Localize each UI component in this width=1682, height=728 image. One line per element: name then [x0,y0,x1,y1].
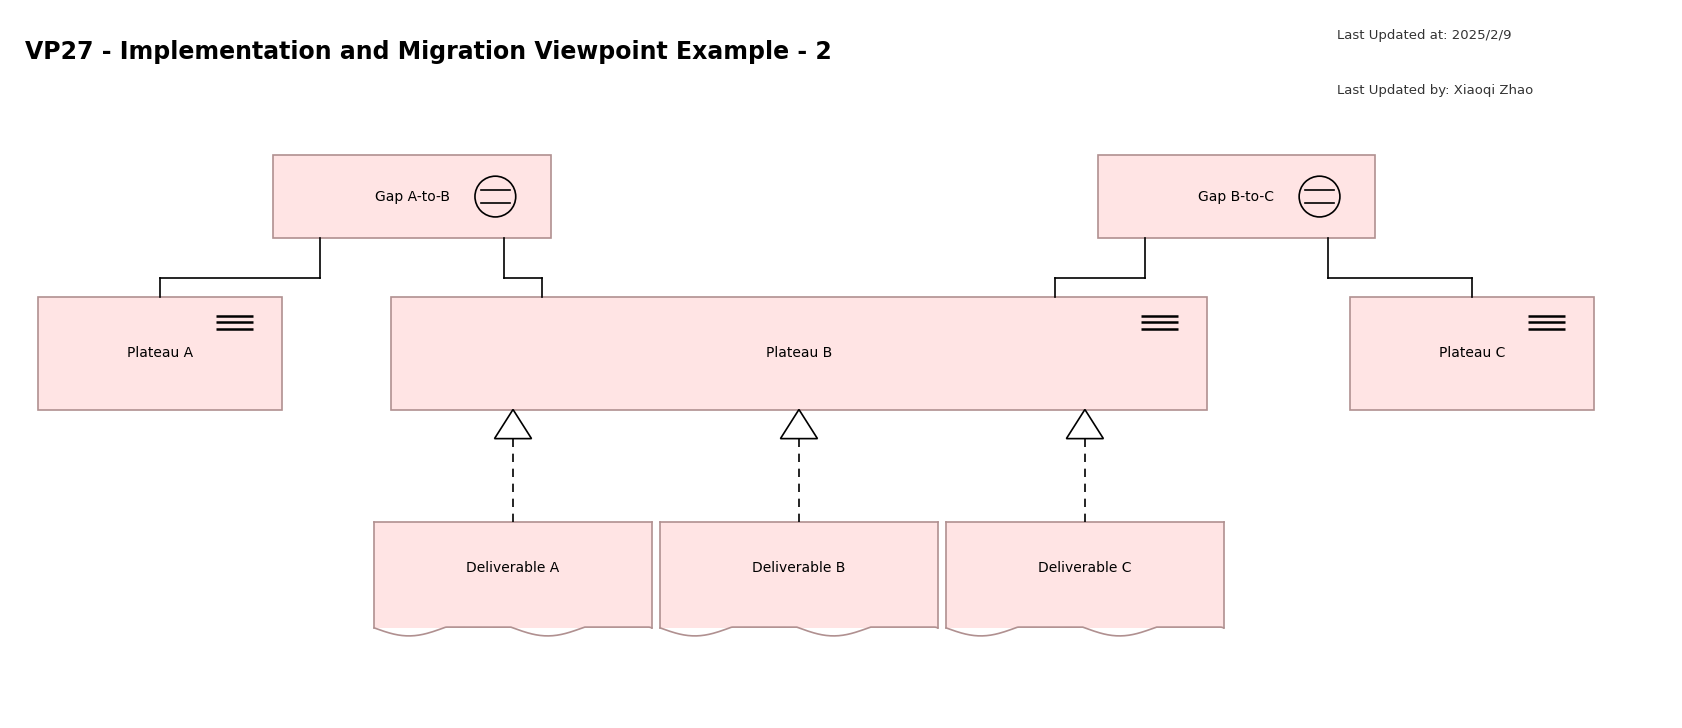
FancyBboxPatch shape [1097,155,1376,239]
Text: VP27 - Implementation and Migration Viewpoint Example - 2: VP27 - Implementation and Migration View… [25,40,833,64]
Text: Plateau C: Plateau C [1438,346,1505,360]
Polygon shape [780,409,817,438]
FancyBboxPatch shape [945,523,1223,628]
Text: Plateau A: Plateau A [126,346,193,360]
Polygon shape [495,409,532,438]
Text: Deliverable A: Deliverable A [466,561,560,575]
FancyBboxPatch shape [373,523,651,628]
Text: Gap A-to-B: Gap A-to-B [375,189,449,204]
Text: Plateau B: Plateau B [765,346,833,360]
Text: Last Updated by: Xiaoqi Zhao: Last Updated by: Xiaoqi Zhao [1337,84,1534,97]
FancyBboxPatch shape [1349,296,1593,409]
FancyBboxPatch shape [659,523,939,628]
FancyBboxPatch shape [39,296,281,409]
Text: Deliverable C: Deliverable C [1038,561,1132,575]
Text: Last Updated at: 2025/2/9: Last Updated at: 2025/2/9 [1337,29,1512,42]
Text: Deliverable B: Deliverable B [752,561,846,575]
FancyBboxPatch shape [390,296,1206,409]
Polygon shape [1066,409,1103,438]
FancyBboxPatch shape [272,155,550,239]
Text: Gap B-to-C: Gap B-to-C [1198,189,1275,204]
